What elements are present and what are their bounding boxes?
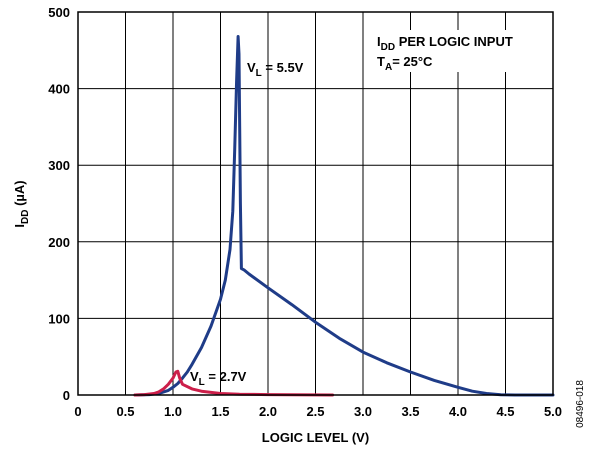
y-tick-label: 200 [48,235,70,250]
annotation-idd-per-logic-input: IDD PER LOGIC INPUT [377,34,513,53]
annotation-vl-5-5v: VL = 5.5V [247,60,304,79]
x-tick-label: 2.5 [306,404,324,419]
figure-id: 08496-018 [575,380,586,428]
y-tick-label: 0 [63,388,70,403]
x-tick-label: 1.5 [211,404,229,419]
legend-box-background [372,30,550,72]
y-tick-label: 400 [48,82,70,97]
x-tick-label: 3.5 [401,404,419,419]
x-tick-label: 4.5 [496,404,514,419]
x-tick-label: 2.0 [259,404,277,419]
grid [78,12,553,395]
x-tick-label: 3.0 [354,404,372,419]
x-tick-label: 5.0 [544,404,562,419]
y-tick-label: 100 [48,311,70,326]
x-tick-labels: 0 0.5 1.0 1.5 2.0 2.5 3.0 3.5 4.0 4.5 5.0 [74,404,562,419]
annotation-vl-2-7v: VL = 2.7V [190,369,247,388]
series-layer [133,35,555,397]
x-tick-label: 1.0 [164,404,182,419]
series-line-vl-2-7v [133,369,335,397]
x-tick-label: 0 [74,404,81,419]
y-tick-labels: 0 100 200 300 400 500 [48,5,70,403]
series-line-vl-5-5v [133,35,555,397]
plot-frame [77,11,554,396]
annotation-ta-25c: TA= 25°C [377,54,433,73]
x-tick-label: 0.5 [116,404,134,419]
x-tick-label: 4.0 [449,404,467,419]
y-axis-title: IDD (µA) [12,180,31,227]
y-tick-label: 500 [48,5,70,20]
y-tick-label: 300 [48,158,70,173]
x-axis-title: LOGIC LEVEL (V) [262,430,369,445]
